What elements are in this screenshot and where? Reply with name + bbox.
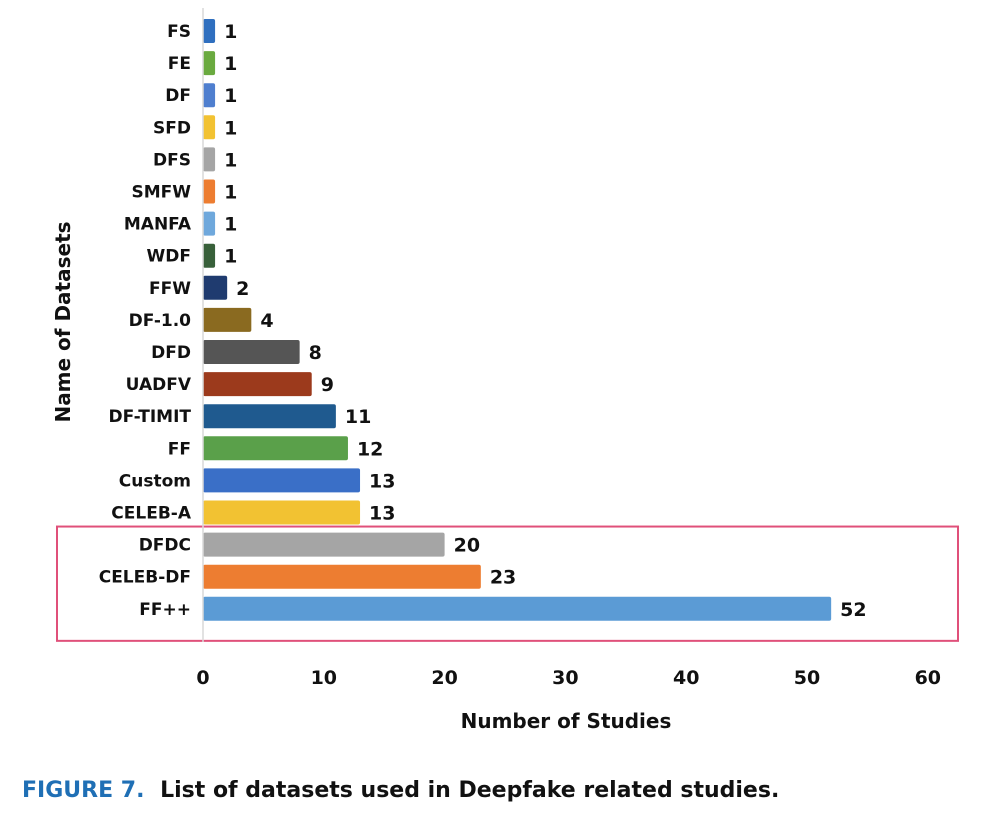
x-tick-label-20: 20	[431, 667, 457, 689]
bar-uadfv	[203, 372, 312, 397]
highlight-box-layer	[56, 525, 959, 642]
category-label-manfa: MANFA	[124, 215, 192, 235]
category-label-custom: Custom	[119, 471, 191, 491]
bar-df	[203, 83, 216, 108]
category-label-df-1-0: DF-1.0	[129, 311, 192, 331]
x-tick-label-0: 0	[196, 667, 209, 689]
value-label-wdf: 1	[224, 246, 237, 268]
value-label-custom: 13	[369, 470, 395, 492]
category-label-ff: FF	[168, 439, 191, 459]
x-ticks-layer: 0 10 20 30 40 50 60	[196, 667, 941, 689]
value-label-fs: 1	[224, 21, 237, 43]
category-label-celeb-a: CELEB-A	[111, 504, 192, 524]
figure-caption: FIGURE 7. List of datasets used in Deepf…	[22, 778, 779, 803]
bar-dfd	[203, 340, 300, 364]
x-tick-label-60: 60	[915, 667, 941, 689]
category-label-wdf: WDF	[147, 247, 191, 267]
category-label-df-timit: DF-TIMIT	[108, 407, 191, 427]
x-tick-label-30: 30	[552, 667, 578, 689]
value-label-ff: 12	[357, 438, 383, 460]
category-label-dfdc: DFDC	[139, 536, 191, 556]
bar-smfw	[203, 179, 216, 204]
category-label-ffw: FFW	[149, 279, 191, 299]
y-axis-label: Name of Datasets	[51, 221, 75, 422]
value-label-df: 1	[224, 85, 237, 107]
value-label-dfd: 8	[309, 342, 322, 364]
category-label-dfs: DFS	[153, 150, 191, 170]
bar-celeb-df	[203, 564, 481, 589]
bar-wdf	[203, 243, 216, 268]
category-label-smfw: SMFW	[131, 183, 191, 203]
category-label-df: DF	[165, 86, 191, 106]
bar-ff	[203, 596, 832, 621]
bar-df-timit	[203, 404, 336, 429]
x-tick-label-40: 40	[673, 667, 699, 689]
category-label-uadfv: UADFV	[126, 375, 192, 395]
bar-dfdc	[203, 532, 445, 557]
value-label-dfdc: 20	[454, 535, 480, 557]
x-axis-label: Number of Studies	[461, 709, 672, 733]
bar-dfs	[203, 147, 216, 172]
value-label-sfd: 1	[224, 117, 237, 139]
bars-layer	[203, 19, 832, 621]
bar-ff	[203, 436, 348, 461]
value-label-ffw: 2	[236, 278, 249, 300]
highlight-box	[56, 525, 959, 642]
value-label-df-timit: 11	[345, 406, 371, 428]
bar-df-1-0	[203, 307, 252, 332]
value-label-ff: 52	[840, 599, 866, 621]
bar-ffw	[203, 275, 228, 300]
x-tick-label-50: 50	[794, 667, 820, 689]
bar-manfa	[203, 211, 216, 236]
bar-celeb-a	[203, 500, 361, 525]
category-labels-layer: FS FE DF SFD DFS SMFW MANFA WDF FFW DF-1.0 DFD UADF…	[99, 22, 192, 620]
bar-sfd	[203, 115, 216, 140]
bar-chart: FS FE DF SFD DFS SMFW MANFA WDF FFW DF-1.0 DFD UADF…	[51, 8, 959, 733]
value-label-dfs: 1	[224, 149, 237, 171]
value-label-manfa: 1	[224, 214, 237, 236]
category-label-ff: FF++	[139, 600, 191, 620]
category-label-fe: FE	[168, 54, 191, 74]
figure-number: FIGURE 7.	[22, 778, 145, 803]
category-label-celeb-df: CELEB-DF	[99, 568, 191, 588]
bar-fe	[203, 51, 216, 76]
value-label-fe: 1	[224, 53, 237, 75]
value-label-celeb-df: 23	[490, 567, 516, 589]
value-label-df-1-0: 4	[260, 310, 273, 332]
value-label-uadfv: 9	[321, 374, 334, 396]
value-label-smfw: 1	[224, 182, 237, 204]
category-label-sfd: SFD	[153, 118, 191, 138]
category-label-dfd: DFD	[151, 343, 191, 363]
x-tick-label-10: 10	[311, 667, 337, 689]
category-label-fs: FS	[167, 22, 191, 42]
figure-caption-text: List of datasets used in Deepfake relate…	[160, 778, 780, 803]
bar-fs	[203, 19, 216, 43]
bar-custom	[203, 468, 361, 493]
value-label-celeb-a: 13	[369, 503, 395, 525]
